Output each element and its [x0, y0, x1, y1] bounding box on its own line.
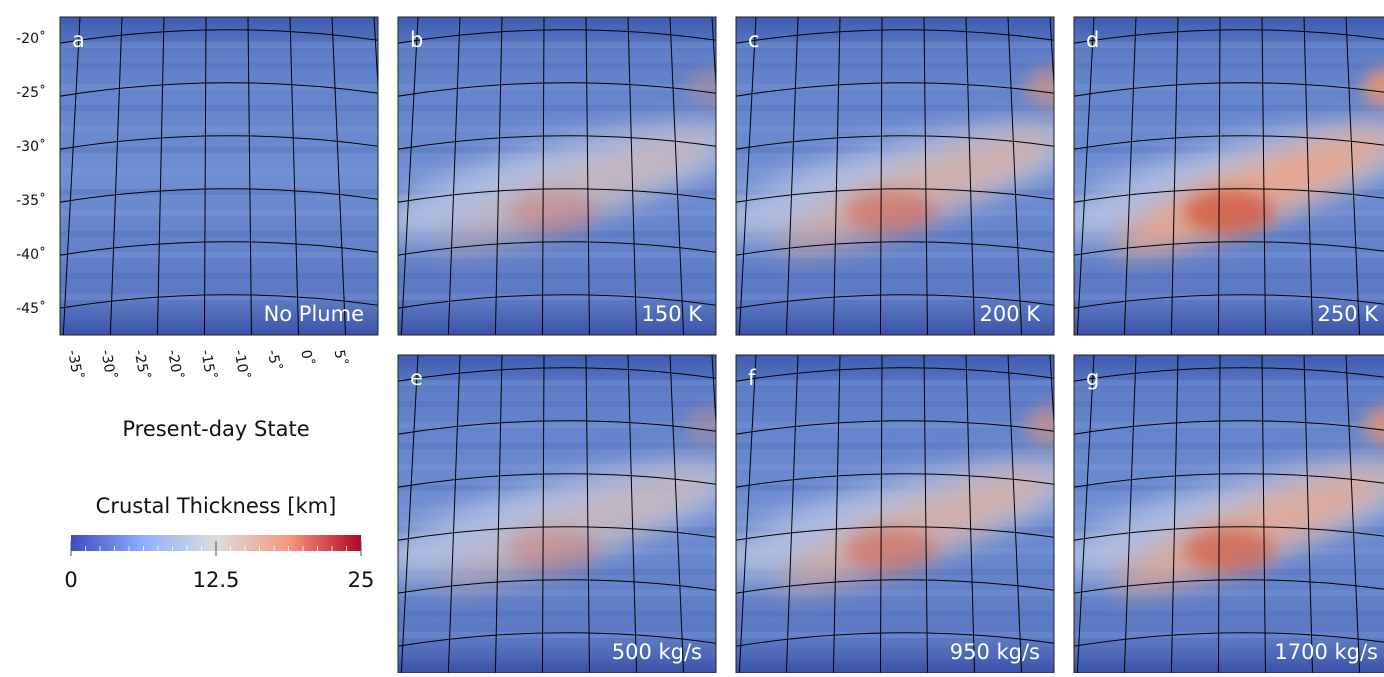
- colorbar-tick-label: 12.5: [193, 568, 240, 592]
- latitude-label: -40˚: [16, 246, 46, 263]
- panel-letter: g: [1086, 366, 1099, 390]
- texture: [60, 252, 378, 258]
- hot-spot: [508, 190, 598, 234]
- hot-spot: [1184, 528, 1274, 572]
- texture: [398, 105, 716, 111]
- texture: [398, 611, 716, 617]
- texture: [736, 252, 1054, 258]
- texture: [398, 42, 716, 48]
- texture: [1074, 611, 1384, 617]
- colorbar-tick-label: 25: [348, 568, 375, 592]
- texture: [736, 380, 1054, 386]
- longitude-label: -25˚: [131, 348, 153, 380]
- texture: [736, 273, 1054, 279]
- texture: [1074, 443, 1384, 449]
- texture: [60, 84, 378, 90]
- texture: [1074, 42, 1384, 48]
- panel-letter: b: [410, 28, 423, 52]
- latitude-label: -45˚: [16, 300, 46, 317]
- texture: [398, 590, 716, 596]
- texture: [398, 422, 716, 428]
- hot-spot: [508, 528, 598, 572]
- texture: [736, 443, 1054, 449]
- texture: [60, 189, 378, 195]
- texture: [398, 443, 716, 449]
- map-panel: [1040, 355, 1384, 673]
- texture: [398, 84, 716, 90]
- longitude-label: 5˚: [331, 348, 351, 367]
- texture: [736, 84, 1054, 90]
- map-panel: [364, 355, 751, 673]
- texture: [1074, 105, 1384, 111]
- map-panel: [702, 355, 1089, 673]
- texture: [1074, 380, 1384, 386]
- texture: [398, 401, 716, 407]
- texture: [60, 147, 378, 153]
- texture: [60, 210, 378, 216]
- texture: [1074, 63, 1384, 69]
- subtitle: Present-day State: [122, 417, 309, 441]
- texture: [1074, 590, 1384, 596]
- longitude-label: -35˚: [64, 348, 86, 380]
- latitude-label: -25˚: [16, 84, 46, 101]
- panel-letter: c: [748, 28, 760, 52]
- panel-letter: e: [410, 366, 423, 390]
- texture: [398, 273, 716, 279]
- colorbar-tick-label: 0: [64, 568, 77, 592]
- panel-label: 250 K: [1317, 302, 1379, 326]
- texture: [60, 105, 378, 111]
- hot-spot: [1184, 190, 1274, 234]
- longitude-label: -15˚: [197, 348, 219, 380]
- texture: [1074, 273, 1384, 279]
- texture: [60, 273, 378, 279]
- latitude-label: -35˚: [16, 192, 46, 209]
- panel-letter: f: [748, 366, 756, 390]
- panel-label: 500 kg/s: [612, 640, 702, 664]
- texture: [736, 422, 1054, 428]
- longitude-label: -30˚: [97, 348, 119, 380]
- texture: [736, 42, 1054, 48]
- panel-label: 1700 kg/s: [1274, 640, 1378, 664]
- longitude-label: -5˚: [264, 348, 284, 372]
- texture: [60, 63, 378, 69]
- texture: [60, 168, 378, 174]
- colorbar-title: Crustal Thickness [km]: [96, 494, 337, 518]
- texture: [736, 63, 1054, 69]
- panel-label: 200 K: [979, 302, 1041, 326]
- longitude-label: 0˚: [297, 348, 317, 367]
- texture: [1074, 401, 1384, 407]
- longitude-label: -10˚: [231, 348, 253, 380]
- texture: [398, 63, 716, 69]
- texture: [1074, 252, 1384, 258]
- texture: [60, 42, 378, 48]
- texture: [736, 611, 1054, 617]
- panel-label: 150 K: [641, 302, 703, 326]
- texture: [736, 105, 1054, 111]
- texture: [60, 126, 378, 132]
- texture: [736, 590, 1054, 596]
- hot-spot: [846, 528, 936, 572]
- hot-spot: [846, 190, 936, 234]
- texture: [60, 231, 378, 237]
- panel-label: No Plume: [264, 302, 364, 326]
- latitude-label: -20˚: [16, 30, 46, 47]
- panel-letter: d: [1086, 28, 1099, 52]
- panel-label: 950 kg/s: [950, 640, 1040, 664]
- texture: [398, 252, 716, 258]
- panel-letter: a: [72, 28, 85, 52]
- texture: [398, 380, 716, 386]
- longitude-label: -20˚: [164, 348, 186, 380]
- figure: Present-day State Crustal Thickness [km]…: [0, 0, 1384, 673]
- texture: [736, 401, 1054, 407]
- latitude-label: -30˚: [16, 138, 46, 155]
